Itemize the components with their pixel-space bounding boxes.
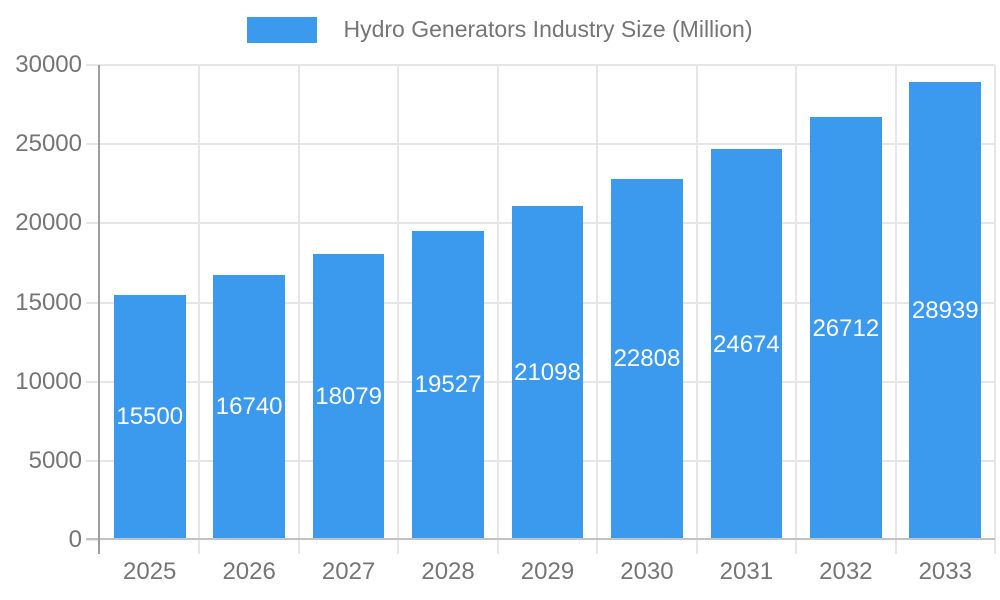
x-tick-label: 2025 bbox=[123, 558, 177, 585]
x-tick-label: 2028 bbox=[421, 558, 475, 585]
bar bbox=[511, 205, 584, 540]
y-axis-tick bbox=[86, 380, 100, 383]
bar-value-label: 16740 bbox=[215, 393, 283, 421]
legend: Hydro Generators Industry Size (Million) bbox=[0, 16, 1000, 43]
bar-value-label: 15500 bbox=[116, 403, 184, 431]
y-tick-label: 5000 bbox=[28, 446, 82, 474]
bar-value-label: 22808 bbox=[613, 345, 681, 373]
v-gridline bbox=[596, 65, 599, 554]
y-axis-tick bbox=[86, 301, 100, 304]
y-tick-label: 30000 bbox=[15, 51, 82, 78]
bar bbox=[909, 81, 982, 540]
x-tick-label: 2031 bbox=[719, 558, 774, 585]
x-tick-label: 2029 bbox=[520, 558, 575, 585]
y-axis-tick bbox=[86, 459, 100, 462]
y-axis-tick bbox=[86, 143, 100, 146]
x-baseline bbox=[86, 538, 995, 540]
y-tick-label: 0 bbox=[68, 526, 82, 553]
y-tick-label: 10000 bbox=[15, 367, 82, 395]
bar bbox=[810, 117, 882, 540]
v-gridline bbox=[198, 65, 201, 554]
x-tick-label: 2030 bbox=[620, 558, 674, 585]
bar-value-label: 28939 bbox=[911, 296, 979, 324]
y-tick-label: 15000 bbox=[15, 288, 82, 316]
y-tick-label: 20000 bbox=[15, 209, 82, 237]
bar bbox=[611, 178, 683, 540]
bar bbox=[113, 294, 186, 540]
legend-swatch bbox=[247, 16, 318, 43]
x-tick-label: 2032 bbox=[819, 558, 873, 585]
y-axis-tick bbox=[86, 539, 100, 541]
legend-label: Hydro Generators Industry Size (Million) bbox=[343, 16, 753, 42]
v-gridline bbox=[994, 65, 996, 554]
v-gridline bbox=[397, 65, 400, 554]
h-gridline bbox=[100, 143, 995, 146]
bar-value-label: 21098 bbox=[514, 358, 581, 386]
x-tick-label: 2027 bbox=[321, 558, 376, 585]
v-gridline bbox=[297, 65, 300, 554]
x-tick-label: 2026 bbox=[222, 558, 276, 585]
bar-value-label: 24674 bbox=[713, 330, 780, 358]
bar bbox=[412, 230, 484, 540]
v-gridline bbox=[894, 65, 897, 554]
v-gridline bbox=[496, 65, 499, 554]
bar-value-label: 18079 bbox=[315, 382, 382, 410]
bar bbox=[710, 149, 783, 540]
bar-value-label: 19527 bbox=[414, 371, 482, 399]
y-axis-line bbox=[98, 65, 100, 554]
v-gridline bbox=[695, 65, 698, 554]
bar bbox=[312, 253, 385, 540]
x-tick-label: 2033 bbox=[918, 558, 972, 585]
y-tick-label: 25000 bbox=[15, 130, 82, 158]
y-axis-tick bbox=[86, 64, 100, 66]
y-axis-tick bbox=[86, 222, 100, 225]
h-gridline bbox=[100, 64, 995, 66]
bar bbox=[213, 274, 285, 540]
v-gridline bbox=[795, 65, 798, 554]
bar-value-label: 26712 bbox=[812, 314, 880, 342]
